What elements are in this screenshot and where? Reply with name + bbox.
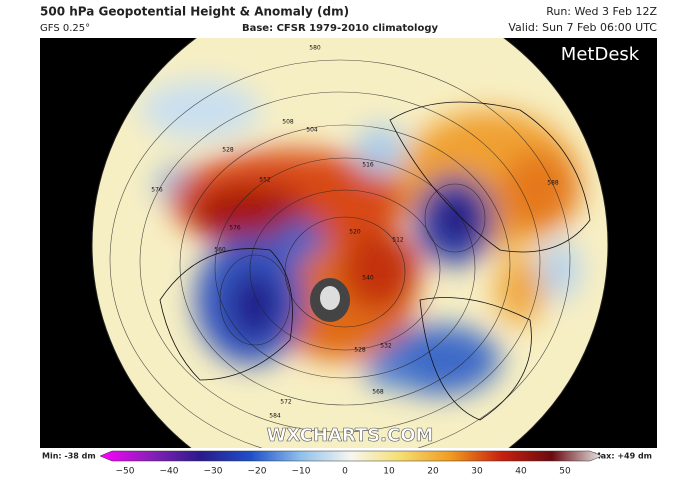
watermark: WXCHARTS.COM [267, 425, 434, 446]
colorbar-tick-label: 20 [427, 467, 439, 477]
contour-label: 580 [309, 45, 321, 52]
contour-label: 588 [547, 180, 559, 187]
contour-label: 532 [380, 343, 392, 350]
contour-label: 560 [214, 247, 226, 254]
contour-label: 576 [151, 187, 163, 194]
colorbar-tick-label: 40 [515, 467, 527, 477]
model: GFS 0.25° [40, 23, 90, 34]
contour-label: 568 [372, 389, 384, 396]
contour-labels: 580 576 528 508 504 516 552 576 560 520 512 540 532 5… [151, 45, 559, 420]
contour-label: 528 [222, 147, 234, 154]
colorbar-tick-label: −50 [116, 467, 135, 477]
contour-label: 572 [280, 399, 292, 406]
contour-label: 584 [269, 413, 281, 420]
base: Base: CFSR 1979-2010 climatology [242, 23, 438, 34]
contour-label: 552 [259, 177, 271, 184]
colorbar-tick-label: −10 [292, 467, 311, 477]
colorbar-ticks: −50 −40 −30 −20 −10 0 10 20 30 40 50 [116, 467, 571, 477]
map: MetDesk WXCHARTS.COM 5805765285085045165… [40, 38, 657, 448]
contour-label: 512 [392, 237, 404, 244]
contour-label: 508 [282, 119, 294, 126]
colorbar-tick-label: 10 [383, 467, 395, 477]
contour-label: 540 [362, 275, 374, 282]
run: Run: Wed 3 Feb 12Z [546, 5, 657, 18]
colorbar-min: Min: -38 dm [42, 452, 96, 461]
contour-label: 576 [229, 225, 241, 232]
colorbar-tick-label: 0 [342, 467, 348, 477]
contour-label: 504 [306, 127, 318, 134]
contour-label: 520 [349, 229, 361, 236]
colorbar-max: Max: +49 dm [593, 452, 652, 461]
title: 500 hPa Geopotential Height & Anomaly (d… [40, 5, 349, 19]
colorbar [99, 450, 603, 462]
colorbar-tick-label: −30 [204, 467, 223, 477]
colorbar-tick-label: −40 [160, 467, 179, 477]
colorbar-tick-label: 50 [559, 467, 571, 477]
contour-label: 528 [354, 347, 366, 354]
colorbar-tick-label: 30 [471, 467, 483, 477]
colorbar-tick-label: −20 [248, 467, 267, 477]
valid: Valid: Sun 7 Feb 06:00 UTC [508, 21, 657, 34]
contour-label: 516 [362, 162, 374, 169]
logo: MetDesk [561, 44, 640, 65]
